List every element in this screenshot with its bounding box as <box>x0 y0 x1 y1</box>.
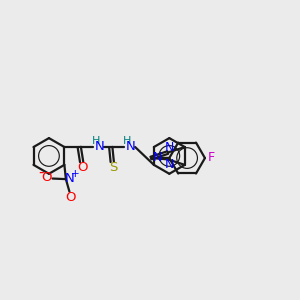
Text: O: O <box>77 161 88 174</box>
Text: +: + <box>70 169 79 179</box>
Text: N: N <box>153 151 162 164</box>
Text: N: N <box>64 172 74 185</box>
Text: -: - <box>38 165 44 180</box>
Text: S: S <box>109 161 117 174</box>
Text: O: O <box>41 171 52 184</box>
Text: N: N <box>164 158 174 171</box>
Text: N: N <box>126 140 136 153</box>
Text: H: H <box>92 136 100 146</box>
Text: O: O <box>65 191 76 204</box>
Text: F: F <box>208 151 215 164</box>
Text: N: N <box>164 141 174 154</box>
Text: N: N <box>94 140 104 153</box>
Text: H: H <box>123 136 131 146</box>
